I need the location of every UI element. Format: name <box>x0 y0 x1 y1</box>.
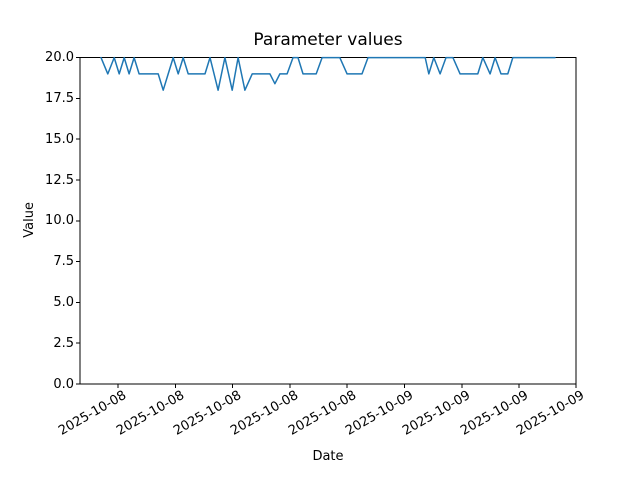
y-tick-label: 7.5 <box>53 254 74 270</box>
chart-title: Parameter values <box>253 30 403 50</box>
data-line <box>100 56 556 91</box>
axes-frame <box>79 57 577 385</box>
x-axis-label: Date <box>312 449 344 464</box>
y-tick-label: 5.0 <box>53 294 74 310</box>
y-tick-label: 12.5 <box>45 172 74 188</box>
y-tick-label: 10.0 <box>45 213 74 229</box>
y-tick-label: 0.0 <box>53 376 74 392</box>
y-tick-label: 17.5 <box>45 90 74 106</box>
tick-marks <box>76 57 577 388</box>
y-tick-label: 15.0 <box>45 131 74 147</box>
y-tick-label: 2.5 <box>53 335 74 351</box>
y-tick-label: 20.0 <box>45 50 74 66</box>
